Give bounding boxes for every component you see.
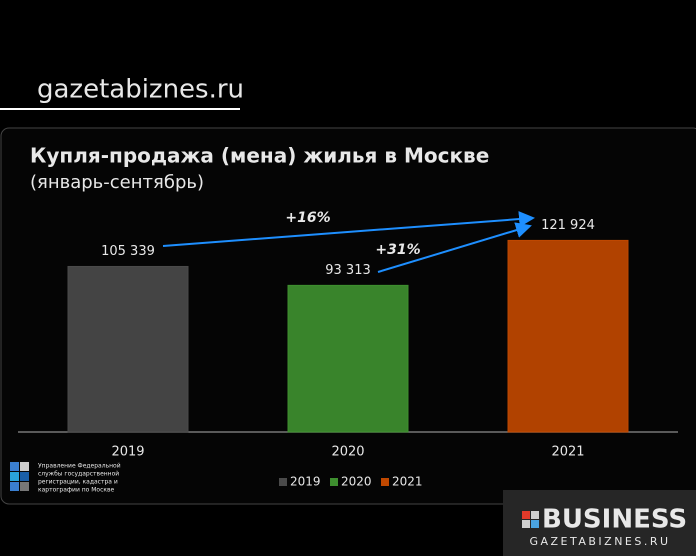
chart-subtitle: (январь-сентябрь) xyxy=(30,172,204,193)
source-logo xyxy=(10,462,29,491)
logo-block xyxy=(20,462,29,471)
value-label: 121 924 xyxy=(541,218,595,233)
source-line: службы государственной xyxy=(38,471,119,478)
arrow xyxy=(377,222,532,273)
x-tick-label: 2021 xyxy=(551,445,584,460)
logo-block xyxy=(10,462,19,471)
legend-label: 2021 xyxy=(392,475,423,489)
legend-label: 2019 xyxy=(290,475,321,489)
brand-site: GAZETABIZNES.RU xyxy=(529,535,670,548)
bar xyxy=(287,284,409,433)
source-line: Управление Федеральной xyxy=(38,463,121,470)
logo-block xyxy=(10,482,19,491)
source-line: регистрации, кадастра и xyxy=(38,479,118,486)
source-line: картографии по Москве xyxy=(38,487,115,494)
logo-block xyxy=(20,472,29,481)
logo-block xyxy=(10,472,19,481)
site-name: gazetabiznes.ru xyxy=(37,75,244,105)
annotation: +31% xyxy=(375,242,420,258)
logo-block xyxy=(20,482,29,491)
arrow xyxy=(162,211,535,247)
bar xyxy=(67,265,189,433)
legend-swatch xyxy=(381,478,389,486)
x-tick-label: 2020 xyxy=(331,445,364,460)
value-label: 93 313 xyxy=(325,263,371,278)
x-tick-label: 2019 xyxy=(111,445,144,460)
brand-icon xyxy=(522,511,539,528)
bar xyxy=(507,239,629,433)
legend-swatch xyxy=(279,478,287,486)
brand: BUSINESS xyxy=(542,505,687,535)
legend-swatch xyxy=(330,478,338,486)
value-label: 105 339 xyxy=(101,244,155,259)
chart-title: Купля-продажа (мена) жилья в Москве xyxy=(30,144,489,168)
legend-label: 2020 xyxy=(341,475,372,489)
annotation: +16% xyxy=(285,210,330,226)
